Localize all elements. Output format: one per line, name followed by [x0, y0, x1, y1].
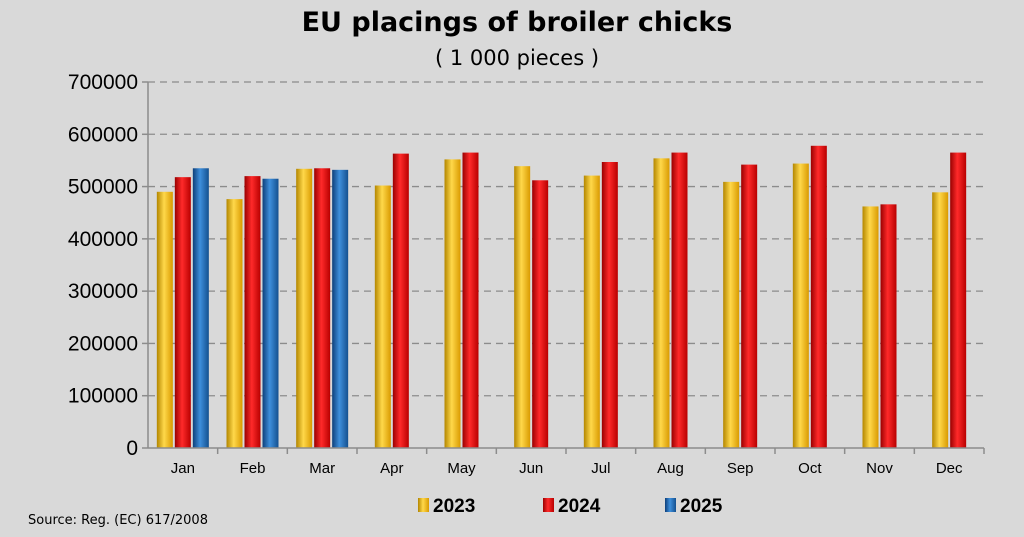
bar-2024-dec: [950, 152, 967, 449]
bar-2024-jun: [532, 180, 549, 448]
chart-title: EU placings of broiler chicks: [302, 7, 733, 38]
legend-label-2025: 2025: [680, 496, 723, 517]
bar-2023-oct: [792, 163, 809, 448]
y-tick-label: 100000: [68, 385, 138, 408]
bar-2024-mar: [314, 168, 331, 448]
x-tick-label: Aug: [657, 460, 684, 477]
y-tick-label: 600000: [68, 123, 138, 146]
legend-swatch-2023: [418, 498, 429, 512]
bar-2024-may: [462, 152, 479, 449]
bar-2024-oct: [810, 145, 827, 448]
y-tick-label: 500000: [68, 176, 138, 199]
bar-2023-sep: [723, 181, 740, 448]
y-tick-label: 200000: [68, 332, 138, 355]
x-tick-label: Jul: [591, 460, 610, 477]
y-tick-label: 700000: [68, 71, 138, 94]
bar-2023-apr: [374, 185, 391, 449]
y-tick-label: 0: [126, 437, 138, 460]
y-tick-label: 400000: [68, 228, 138, 251]
legend-swatch-2025: [665, 498, 676, 512]
x-tick-label: May: [447, 460, 476, 477]
bar-2024-sep: [741, 164, 758, 448]
bar-2023-feb: [226, 199, 243, 448]
y-tick-label: 300000: [68, 280, 138, 303]
source-note: Source: Reg. (EC) 617/2008: [28, 513, 208, 528]
bar-2023-mar: [296, 168, 313, 448]
bar-2025-feb: [262, 178, 279, 448]
x-tick-label: Mar: [309, 460, 335, 477]
bar-2023-aug: [653, 158, 670, 448]
bar-2024-apr: [392, 153, 409, 449]
bar-2024-jul: [601, 161, 618, 449]
chart-subtitle: ( 1 000 pieces ): [435, 46, 599, 70]
x-tick-label: Oct: [798, 460, 822, 477]
axes: [147, 82, 984, 449]
bars: [156, 145, 967, 449]
x-tick-label: Sep: [727, 460, 754, 477]
y-axis-ticks: 0 100000 200000 300000 400000 500000 600000 700…: [68, 71, 148, 460]
bar-2024-nov: [880, 204, 897, 448]
x-tick-label: Jun: [519, 460, 543, 477]
bar-2024-feb: [244, 176, 261, 448]
bar-2023-jul: [583, 175, 600, 448]
x-tick-label: Jan: [171, 460, 195, 477]
x-tick-label: Feb: [240, 460, 266, 477]
legend-label-2023: 2023: [433, 496, 475, 517]
x-tick-label: Dec: [936, 460, 963, 477]
legend-label-2024: 2024: [558, 496, 601, 517]
x-tick-label: Nov: [866, 460, 893, 477]
bar-2024-jan: [174, 177, 191, 448]
bar-2023-dec: [932, 192, 949, 448]
bar-2023-may: [444, 159, 461, 448]
x-tick-label: Apr: [380, 460, 403, 477]
bar-2023-jun: [514, 166, 531, 448]
x-axis-ticks: Jan Feb Mar Apr May Jun Jul Aug Sep Oct Nov Dec: [171, 448, 985, 477]
legend: 2023 2024 2025: [418, 496, 723, 517]
legend-swatch-2024: [543, 498, 554, 512]
bar-2025-jan: [192, 168, 209, 448]
bar-2024-aug: [671, 152, 688, 449]
bar-2025-mar: [332, 169, 349, 448]
bar-2023-nov: [862, 206, 879, 448]
bar-2023-jan: [156, 191, 173, 449]
gridlines: [148, 81, 984, 397]
